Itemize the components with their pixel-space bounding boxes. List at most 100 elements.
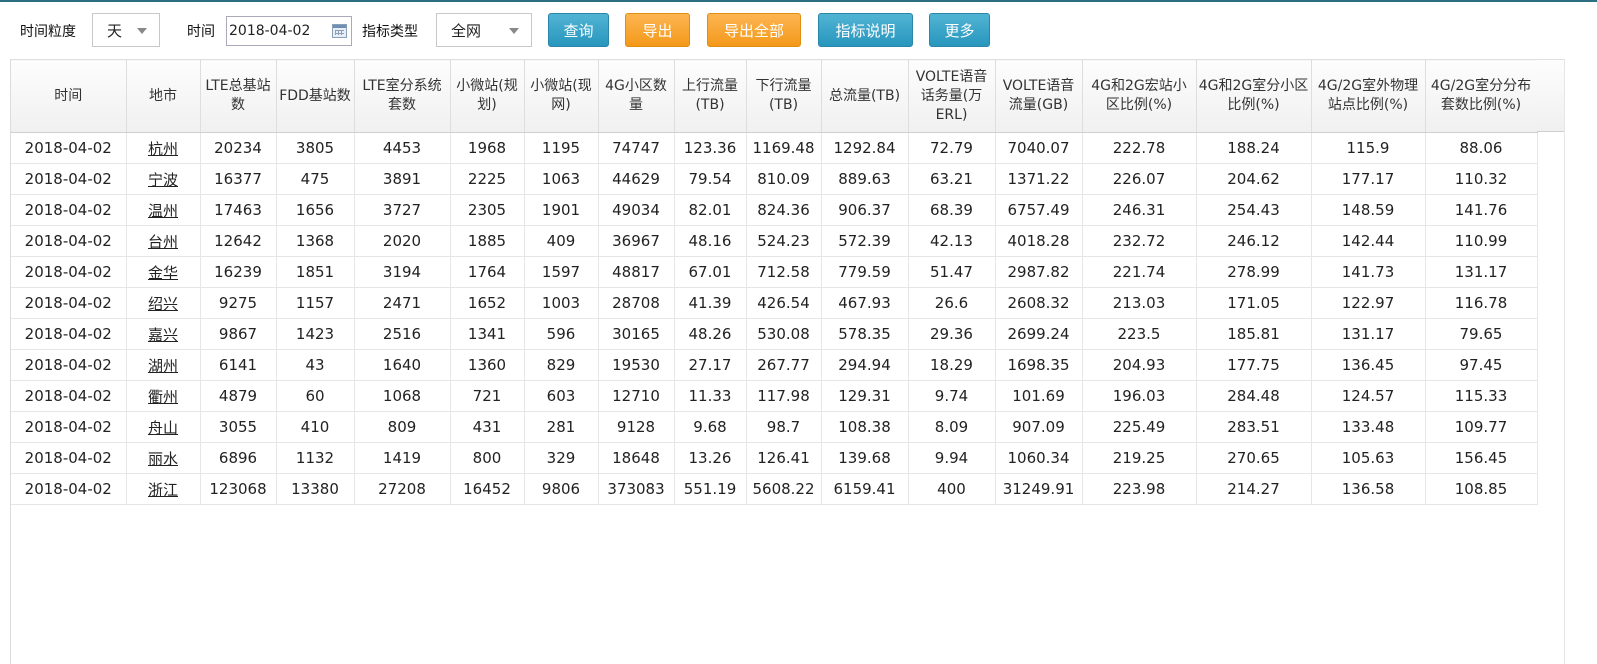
city-name[interactable]: 浙江 <box>147 480 178 499</box>
city-name[interactable]: 金华 <box>147 263 178 282</box>
value-cell: 48.16 <box>674 225 747 257</box>
value-cell: 409 <box>524 225 599 257</box>
city-link[interactable]: 嘉兴 <box>126 318 201 350</box>
value-cell: 246.12 <box>1196 225 1312 257</box>
city-link[interactable]: 舟山 <box>126 411 201 443</box>
city-name[interactable]: 绍兴 <box>147 294 178 313</box>
value-cell: 79.65 <box>1425 318 1538 350</box>
value-cell: 4453 <box>354 132 451 164</box>
query-button[interactable]: 查询 <box>548 13 609 47</box>
value-cell: 603 <box>524 380 599 412</box>
export-all-button[interactable]: 导出全部 <box>707 13 801 47</box>
city-name[interactable]: 衢州 <box>147 387 178 406</box>
value-cell: 49034 <box>598 194 675 226</box>
city-name[interactable]: 杭州 <box>147 139 178 158</box>
table-row: 2018-04-02 宁波 16377 475 3891 2225 1063 44629 79.… <box>11 163 1538 195</box>
city-link[interactable]: 温州 <box>126 194 201 226</box>
city-name[interactable]: 台州 <box>147 232 178 251</box>
column-header: 4G/2G室分分布套数比例(%) <box>1425 59 1538 133</box>
value-cell: 2516 <box>354 318 451 350</box>
city-name[interactable]: 宁波 <box>147 170 178 189</box>
table-row: 2018-04-02 绍兴 9275 1157 2471 1652 1003 28708 41.… <box>11 287 1538 319</box>
city-name[interactable]: 舟山 <box>147 418 178 437</box>
export-button[interactable]: 导出 <box>625 13 690 47</box>
value-cell: 1157 <box>276 287 355 319</box>
city-name[interactable]: 嘉兴 <box>147 325 178 344</box>
city-link[interactable]: 浙江 <box>126 473 201 505</box>
value-cell: 122.97 <box>1311 287 1426 319</box>
value-cell: 129.31 <box>821 380 909 412</box>
value-cell: 44629 <box>598 163 675 195</box>
value-cell: 578.35 <box>821 318 909 350</box>
value-cell: 141.76 <box>1425 194 1538 226</box>
table-header-row: 时间 地市 LTE总基站数 FDD基站数 LTE室分系统套数 小微站(规划) 小微站(现网)… <box>11 59 1538 133</box>
date-cell: 2018-04-02 <box>11 380 127 412</box>
value-cell: 108.85 <box>1425 473 1538 505</box>
value-cell: 809 <box>354 411 451 443</box>
value-cell: 226.07 <box>1082 163 1197 195</box>
value-cell: 400 <box>908 473 996 505</box>
city-name[interactable]: 湖州 <box>147 356 178 375</box>
column-header: LTE总基站数 <box>200 59 277 133</box>
city-link[interactable]: 湖州 <box>126 349 201 381</box>
value-cell: 74747 <box>598 132 675 164</box>
value-cell: 110.32 <box>1425 163 1538 195</box>
value-cell: 2305 <box>450 194 525 226</box>
date-cell: 2018-04-02 <box>11 411 127 443</box>
value-cell: 9.94 <box>908 442 996 474</box>
calendar-icon[interactable] <box>332 24 347 38</box>
value-cell: 829 <box>524 349 599 381</box>
value-cell: 3055 <box>200 411 277 443</box>
value-cell: 219.25 <box>1082 442 1197 474</box>
value-cell: 2608.32 <box>995 287 1083 319</box>
top-border <box>0 0 1597 2</box>
date-input[interactable]: 2018-04-02 <box>226 16 352 46</box>
city-name[interactable]: 丽水 <box>147 449 178 468</box>
value-cell: 712.58 <box>746 256 822 288</box>
value-cell: 123.36 <box>674 132 747 164</box>
granularity-value: 天 <box>107 21 123 40</box>
value-cell: 156.45 <box>1425 442 1538 474</box>
value-cell: 98.7 <box>746 411 822 443</box>
table-row: 2018-04-02 嘉兴 9867 1423 2516 1341 596 30165 48.2… <box>11 318 1538 350</box>
date-cell: 2018-04-02 <box>11 349 127 381</box>
column-header: 时间 <box>11 59 127 133</box>
value-cell: 254.43 <box>1196 194 1312 226</box>
date-cell: 2018-04-02 <box>11 318 127 350</box>
date-cell: 2018-04-02 <box>11 256 127 288</box>
value-cell: 6159.41 <box>821 473 909 505</box>
value-cell: 294.94 <box>821 349 909 381</box>
value-cell: 88.06 <box>1425 132 1538 164</box>
city-link[interactable]: 金华 <box>126 256 201 288</box>
value-cell: 9806 <box>524 473 599 505</box>
value-cell: 889.63 <box>821 163 909 195</box>
value-cell: 2987.82 <box>995 256 1083 288</box>
value-cell: 9867 <box>200 318 277 350</box>
column-header: VOLTE语音话务量(万ERL) <box>908 59 996 133</box>
city-link[interactable]: 绍兴 <box>126 287 201 319</box>
value-cell: 41.39 <box>674 287 747 319</box>
indicator-type-select[interactable]: 全网 <box>436 13 532 47</box>
table-row: 2018-04-02 浙江 123068 13380 27208 16452 9806 373… <box>11 473 1538 505</box>
value-cell: 13.26 <box>674 442 747 474</box>
value-cell: 3194 <box>354 256 451 288</box>
indicator-type-value: 全网 <box>451 21 482 40</box>
date-cell: 2018-04-02 <box>11 442 127 474</box>
value-cell: 1341 <box>450 318 525 350</box>
city-link[interactable]: 丽水 <box>126 442 201 474</box>
value-cell: 29.36 <box>908 318 996 350</box>
more-button[interactable]: 更多 <box>929 13 990 47</box>
granularity-select[interactable]: 天 <box>92 13 160 47</box>
city-link[interactable]: 台州 <box>126 225 201 257</box>
city-link[interactable]: 宁波 <box>126 163 201 195</box>
value-cell: 18.29 <box>908 349 996 381</box>
header-filler <box>1537 59 1564 132</box>
column-header: 地市 <box>126 59 201 133</box>
value-cell: 1968 <box>450 132 525 164</box>
city-name[interactable]: 温州 <box>147 201 178 220</box>
value-cell: 1851 <box>276 256 355 288</box>
city-link[interactable]: 衢州 <box>126 380 201 412</box>
value-cell: 779.59 <box>821 256 909 288</box>
indicator-description-button[interactable]: 指标说明 <box>818 13 913 47</box>
city-link[interactable]: 杭州 <box>126 132 201 164</box>
